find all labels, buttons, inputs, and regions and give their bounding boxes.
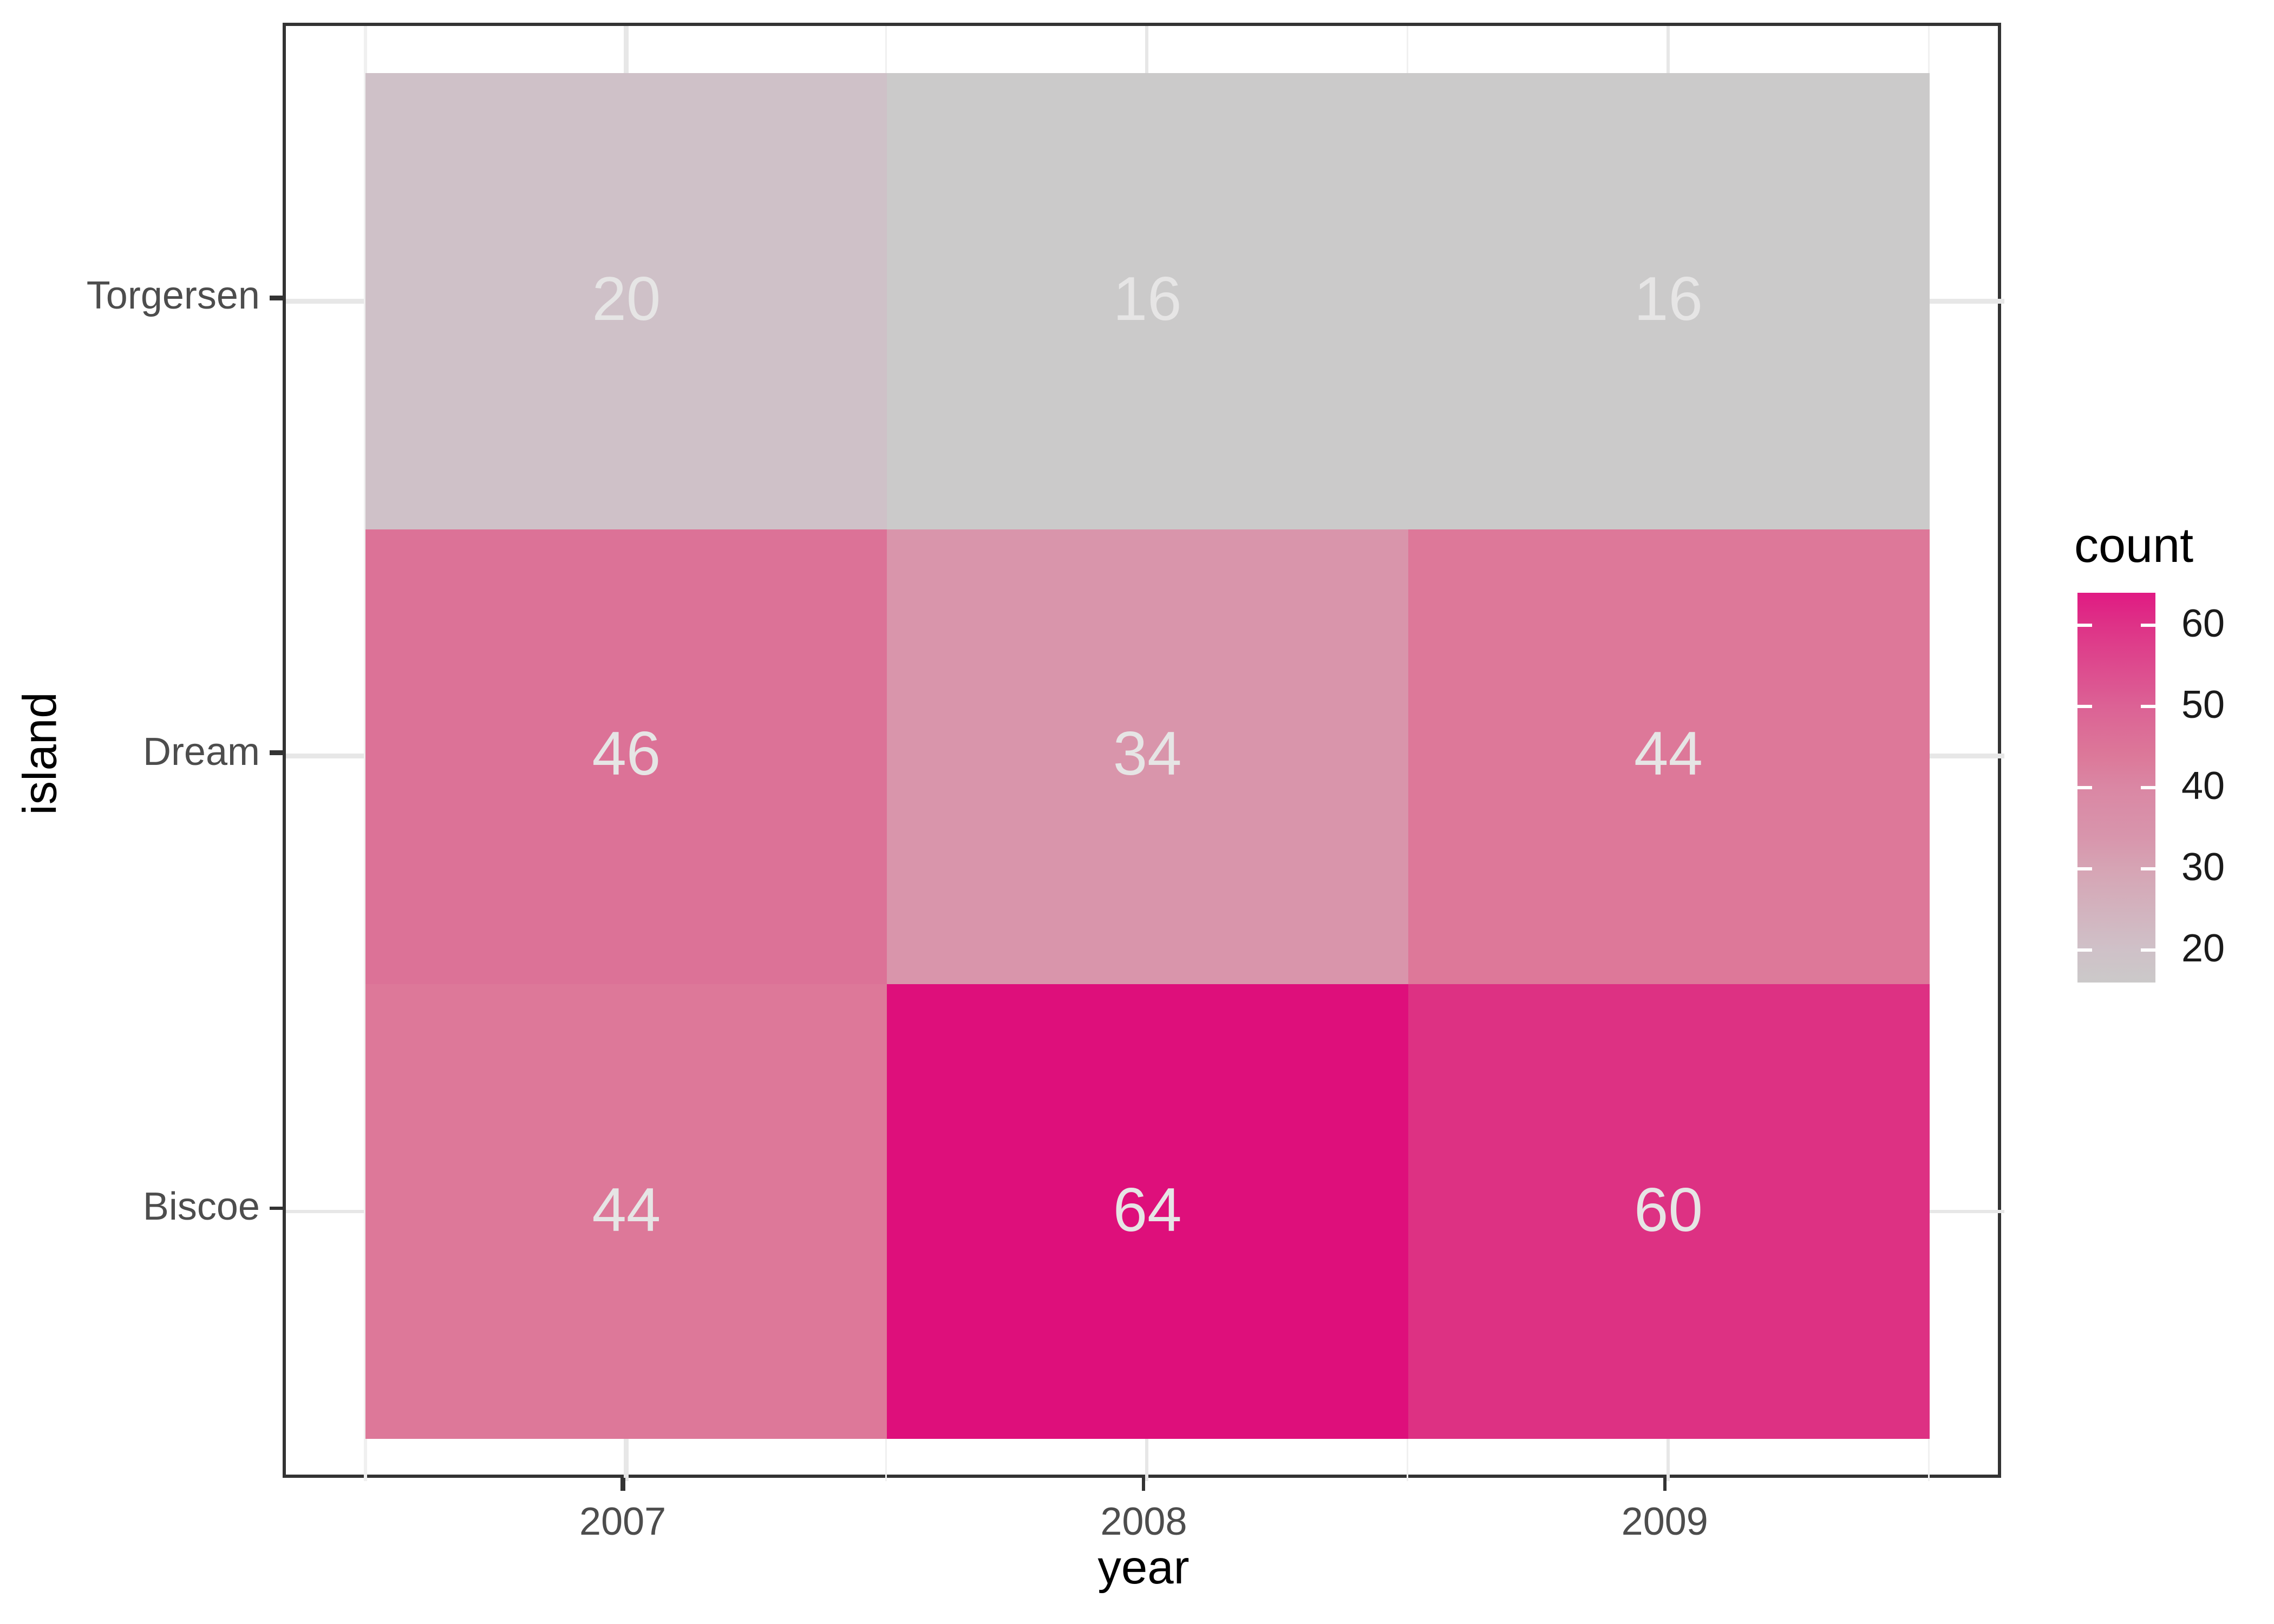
- cell-value: 16: [1113, 266, 1182, 335]
- cell-value: 44: [592, 1176, 661, 1245]
- plot-panel: 20 16 16 46 34 44 44 64 60: [283, 23, 2004, 1481]
- heatmap-cell-dream-2008: 34: [886, 528, 1409, 985]
- cell-value: 34: [1113, 722, 1182, 790]
- heatmap-cell-torgersen-2007: 20: [365, 73, 887, 529]
- x-axis-title: year: [1097, 1543, 1190, 1595]
- cell-value: 64: [1113, 1176, 1182, 1245]
- legend-label-50: 50: [2181, 684, 2225, 728]
- legend-tick-right: [2141, 705, 2155, 708]
- cell-value: 16: [1634, 266, 1703, 335]
- legend-title: count: [2074, 520, 2194, 573]
- cell-value: 46: [592, 722, 661, 790]
- heatmap-cell-biscoe-2008: 64: [886, 984, 1409, 1440]
- heatmap-cell-dream-2009: 44: [1407, 528, 1930, 985]
- y-tick-label-torgersen: Torgersen: [86, 275, 260, 319]
- legend-tick-left: [2077, 948, 2092, 952]
- x-minor-gridline: [364, 26, 367, 1481]
- cell-value: 60: [1634, 1176, 1703, 1245]
- legend-tick-left: [2077, 624, 2092, 627]
- heatmap-cell-biscoe-2009: 60: [1407, 984, 1930, 1440]
- heatmap-cell-torgersen-2009: 16: [1407, 73, 1930, 529]
- cell-value: 44: [1634, 722, 1703, 790]
- legend-tick-right: [2141, 786, 2155, 789]
- x-tick-label-2009: 2009: [1621, 1501, 1708, 1544]
- heatmap-cell-torgersen-2008: 16: [886, 73, 1409, 529]
- x-tick-label-2008: 2008: [1100, 1501, 1187, 1544]
- x-axis-tick: [620, 1478, 625, 1491]
- legend-tick-right: [2141, 948, 2155, 952]
- cell-value: 20: [592, 266, 661, 335]
- x-axis-tick: [1663, 1478, 1667, 1491]
- x-tick-label-2007: 2007: [579, 1501, 666, 1544]
- y-tick-label-biscoe: Biscoe: [142, 1185, 260, 1229]
- y-axis-tick: [270, 751, 283, 755]
- legend-label-30: 30: [2181, 846, 2225, 890]
- y-axis-tick: [270, 1206, 283, 1210]
- legend-label-60: 60: [2181, 603, 2225, 646]
- legend-tick-right: [2141, 867, 2155, 870]
- legend-tick-left: [2077, 867, 2092, 870]
- x-axis-tick: [1141, 1478, 1146, 1491]
- legend-label-40: 40: [2181, 765, 2225, 809]
- y-tick-label-dream: Dream: [142, 730, 260, 774]
- heatmap-cell-biscoe-2007: 44: [365, 984, 887, 1440]
- legend-label-20: 20: [2181, 927, 2225, 971]
- legend-tick-right: [2141, 624, 2155, 627]
- legend-tick-left: [2077, 705, 2092, 708]
- legend-tick-left: [2077, 786, 2092, 789]
- heatmap-cell-dream-2007: 46: [365, 528, 887, 985]
- y-axis-tick: [270, 296, 283, 300]
